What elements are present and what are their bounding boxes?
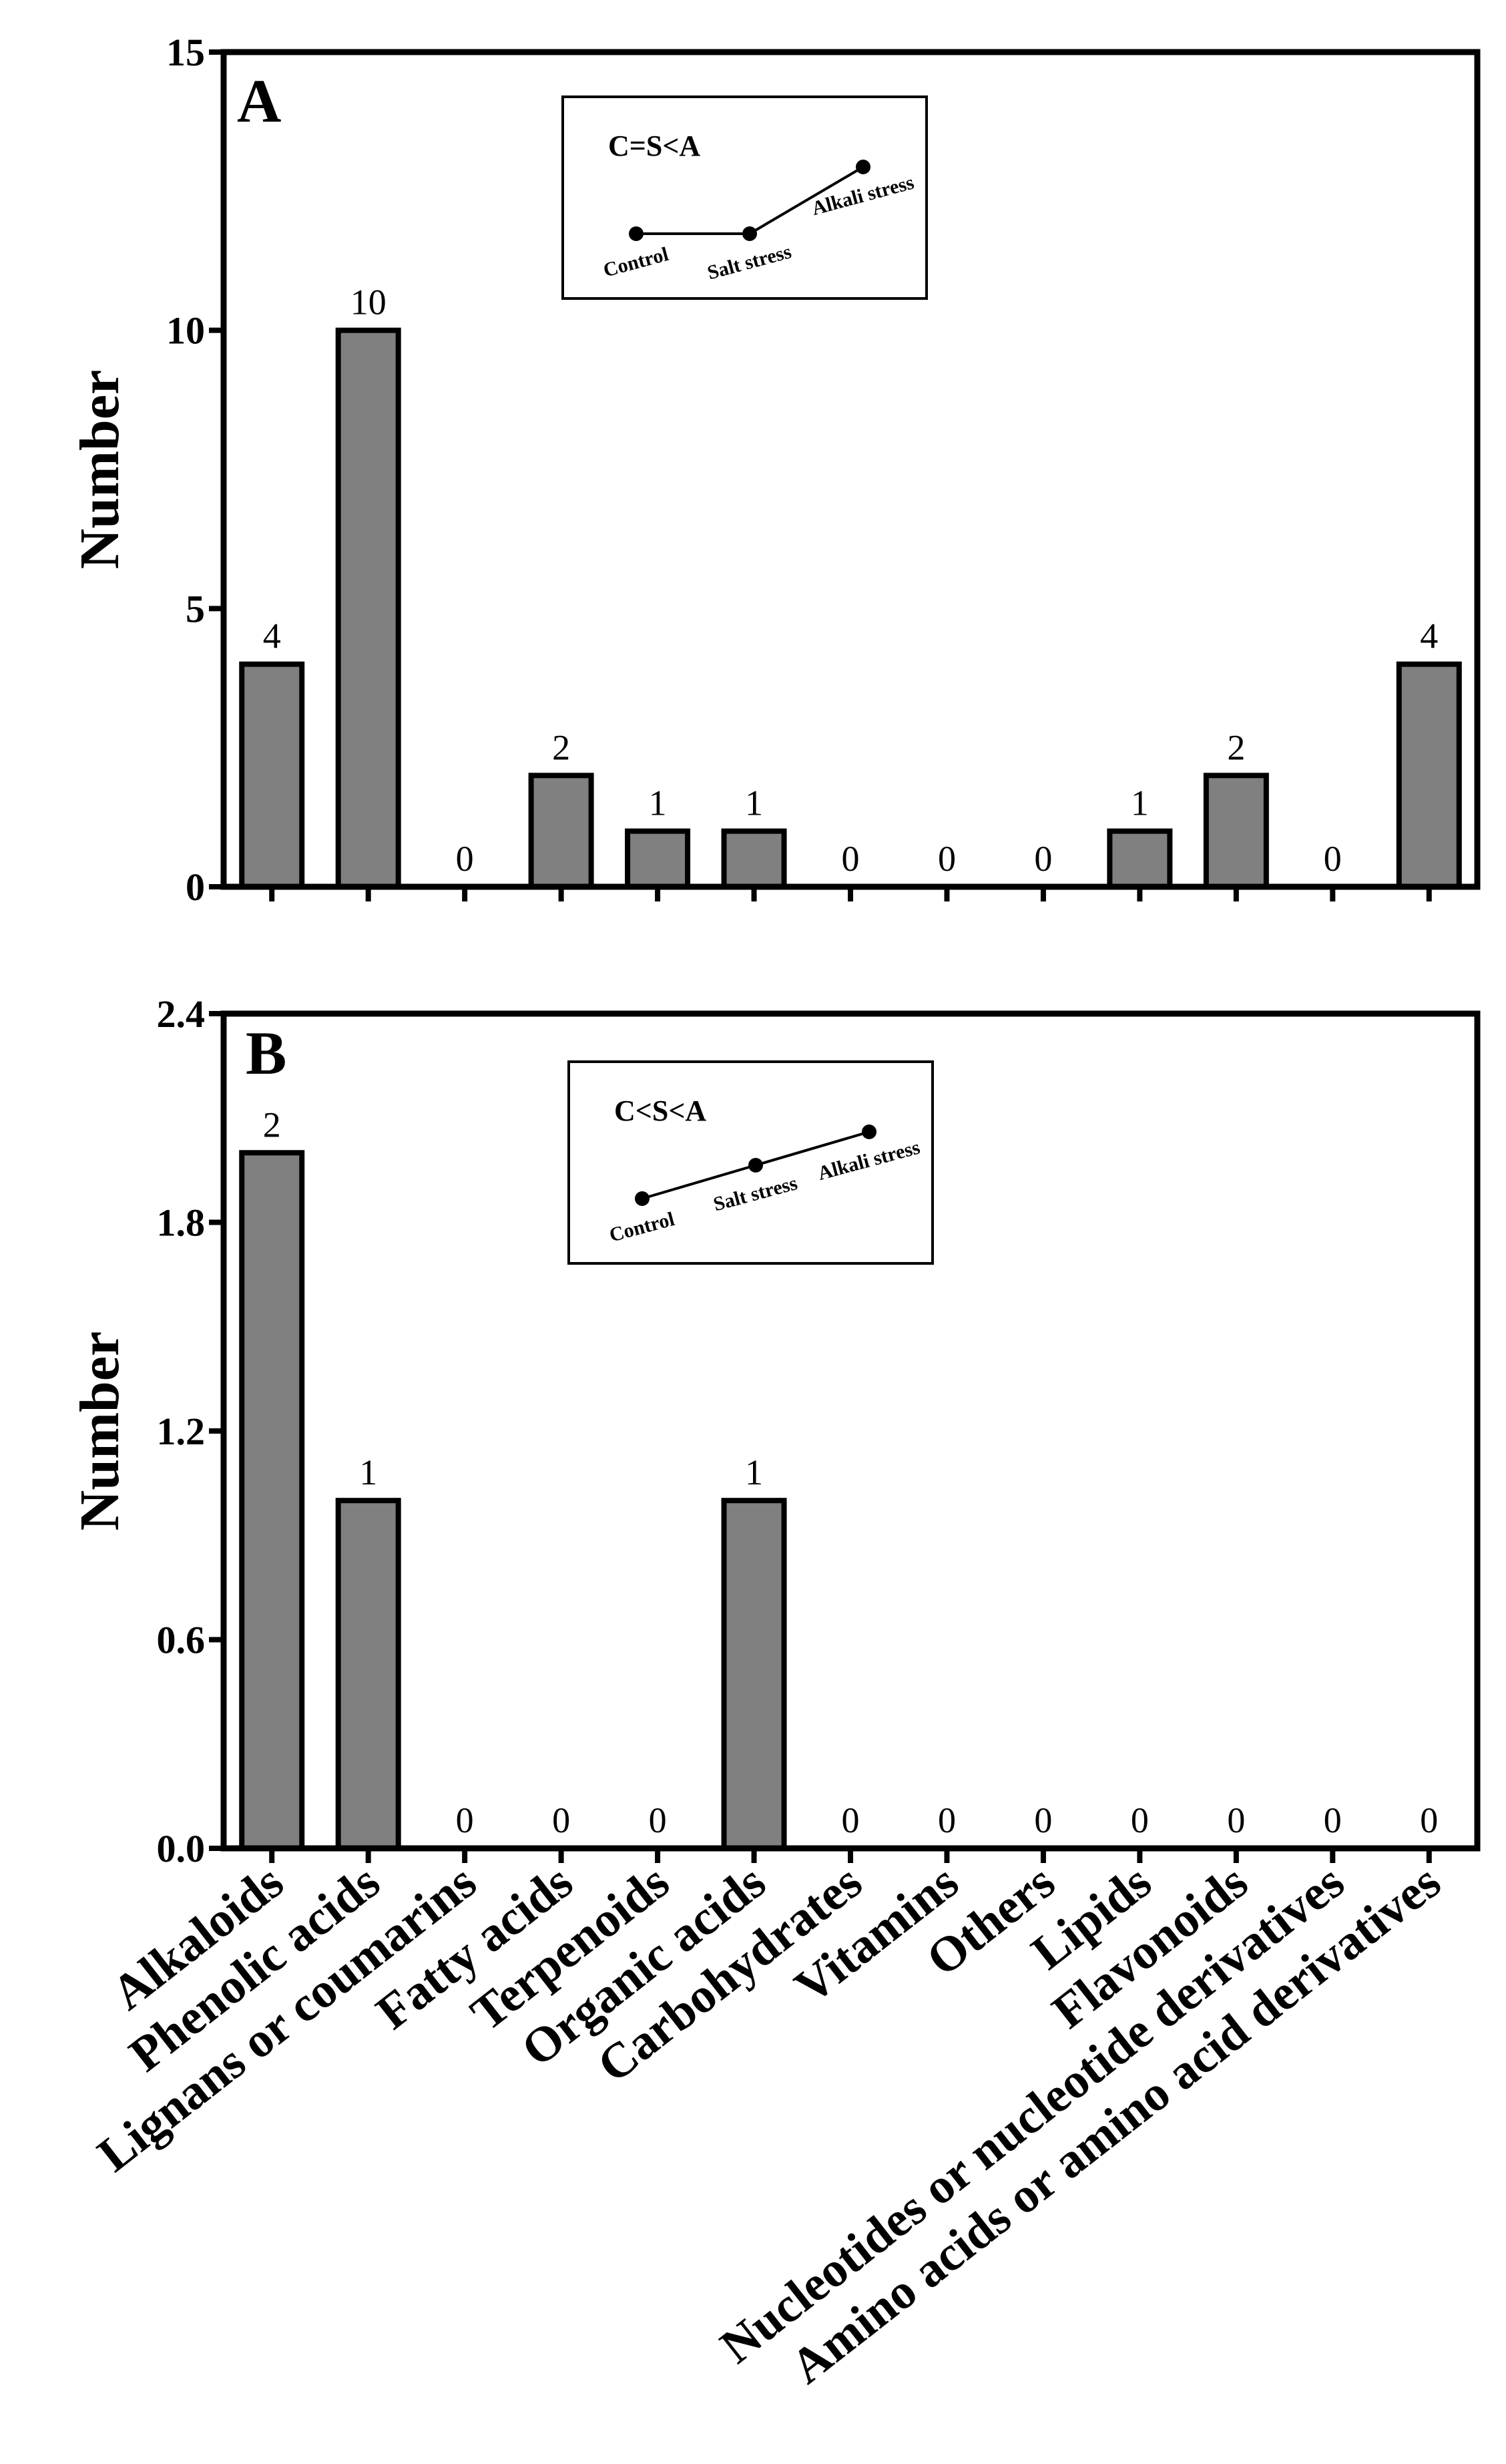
data-label: 1 [745,783,763,823]
data-label: 0 [1227,1800,1245,1840]
data-label: 0 [1131,1800,1149,1840]
bar [721,1498,787,1852]
y-tick-label: 1.8 [157,1201,206,1245]
inset-point [862,1124,876,1139]
y-tick-label: 0 [186,865,205,909]
inset-point [629,226,644,241]
inset-title: C=S<A [608,130,700,162]
inset-point [856,160,870,174]
data-label: 0 [938,839,956,879]
bar [721,828,787,889]
y-axis-title: Number [69,370,131,570]
bar [1396,661,1462,890]
y-tick-label: 0.6 [157,1619,206,1662]
bar [239,661,305,890]
y-tick-label: 1.2 [157,1410,206,1453]
y-tick-label: 10 [166,309,205,353]
y-axis-title: Number [69,1331,131,1531]
data-label: 4 [263,616,281,656]
data-label: 0 [842,1800,860,1840]
data-label: 10 [350,282,387,323]
bar [625,828,691,889]
data-label: 0 [649,1800,667,1840]
panel-letter: B [246,1019,286,1087]
y-tick-label: 5 [186,587,205,630]
data-label: 1 [1131,783,1149,823]
bar [528,773,594,890]
data-label: 0 [1324,839,1342,879]
data-label: 0 [456,839,474,879]
data-label: 0 [938,1800,956,1840]
inset-title: C<S<A [614,1094,706,1127]
bar [335,327,401,889]
data-label: 2 [1227,727,1245,767]
data-label: 0 [552,1800,570,1840]
data-label: 0 [456,1800,474,1840]
inset-point [635,1191,650,1206]
inset-point [748,1158,763,1173]
data-label: 0 [1034,1800,1052,1840]
bar [1107,828,1173,889]
data-label: 0 [1324,1800,1342,1840]
y-tick-label: 0.0 [157,1827,206,1870]
data-label: 1 [745,1452,763,1492]
data-label: 2 [263,1104,281,1145]
bar [1203,773,1269,890]
data-label: 0 [1420,1800,1438,1840]
inset-box [561,95,928,300]
y-tick-label: 2.4 [157,992,206,1036]
panel-letter: A [237,67,281,135]
data-label: 1 [359,1452,377,1492]
y-tick-label: 15 [166,31,205,74]
data-label: 2 [552,727,570,767]
bar [239,1150,305,1851]
data-label: 0 [842,839,860,879]
inset-point [742,226,757,241]
bar [335,1498,401,1852]
panel-b: 0.0 0.6 1.2 1.8 2.4 2 1 0 0 0 1 0 0 0 0 0 0 0 Number B C<S<A… [69,992,1481,1870]
data-label: 4 [1420,616,1438,656]
data-label: 1 [649,783,667,823]
data-label: 0 [1034,839,1052,879]
